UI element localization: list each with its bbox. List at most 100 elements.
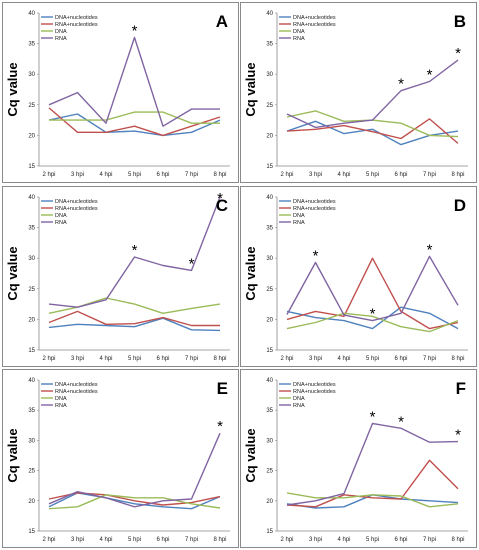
x-tick-label: 7 hpi [185, 172, 198, 178]
y-tick-label: 30 [28, 72, 35, 78]
x-tick-label: 2 hpi [280, 537, 293, 543]
y-tick-label: 30 [266, 72, 273, 78]
legend-entry: RNA [293, 403, 305, 409]
chart-panel-a: 15 20 25 30 35 40 2 hpi 3 hpi 4 hpi 5 hpi 6 hpi 7 h… [2, 2, 239, 183]
legend-entry: DNA [293, 29, 305, 35]
x-tick-label: 6 hpi [394, 356, 407, 362]
y-tick-label: 20 [266, 133, 273, 139]
x-tick-label: 4 hpi [99, 537, 112, 543]
x-tick-label: 8 hpi [451, 172, 464, 178]
series-line-dna_nuc [286, 306, 459, 330]
chart-panel-c: 15 20 25 30 35 40 2 hpi 3 hpi 4 hpi 5 hpi 6 hpi 7 h… [2, 186, 239, 367]
x-tick-label: 2 hpi [280, 172, 293, 178]
legend-entry: RNA [55, 36, 67, 42]
y-tick-label: 25 [266, 103, 273, 109]
chart-svg: 15 20 25 30 35 40 2 hpi 3 hpi 4 hpi 5 hpi 6 hpi 7 h… [243, 195, 468, 362]
significance-asterisk: * [189, 255, 195, 272]
series-line-rna_nuc [286, 459, 459, 508]
y-tick-label: 15 [28, 348, 35, 354]
y-tick-label: 30 [266, 256, 273, 262]
x-tick-label: 6 hpi [156, 537, 169, 543]
legend-entry: RNA+nucleotides [55, 22, 98, 28]
significance-asterisk: * [427, 67, 433, 84]
series-line-dna_nuc [48, 317, 221, 332]
x-tick-label: 3 hpi [71, 537, 84, 543]
x-tick-label: 7 hpi [423, 172, 436, 178]
legend-entry: DNA [293, 213, 305, 219]
x-tick-label: 2 hpi [42, 537, 55, 543]
significance-asterisk: * [455, 45, 461, 62]
series-line-rna [48, 36, 220, 127]
y-tick-label: 40 [266, 11, 273, 17]
legend-entry: DNA+nucleotides [55, 15, 98, 21]
series-line-rna_nuc [286, 118, 459, 144]
series-line-dna [286, 110, 459, 138]
series-line-dna_nuc [48, 113, 221, 137]
y-axis-label: Cq value [5, 246, 20, 300]
legend-entry: RNA+nucleotides [293, 206, 336, 212]
y-tick-label: 40 [266, 195, 273, 201]
chart-panel-e: 15 20 25 30 35 40 2 hpi 3 hpi 4 hpi 5 hpi 6 hpi 7 h… [2, 369, 239, 548]
y-tick-label: 30 [28, 256, 35, 262]
x-tick-label: 2 hpi [42, 172, 55, 178]
panel-label: A [216, 12, 228, 31]
x-tick-label: 8 hpi [213, 537, 226, 543]
x-tick-label: 7 hpi [423, 356, 436, 362]
chart-svg: 15 20 25 30 35 40 2 hpi 3 hpi 4 hpi 5 hpi 6 hpi 7 h… [5, 11, 230, 178]
y-tick-label: 25 [28, 103, 35, 109]
y-tick-label: 35 [28, 42, 35, 48]
y-tick-label: 35 [266, 226, 273, 232]
y-tick-label: 40 [28, 378, 35, 384]
legend-entry: RNA [55, 403, 67, 409]
series-line-rna_nuc [48, 107, 221, 137]
y-tick-label: 40 [28, 11, 35, 17]
x-tick-label: 6 hpi [394, 172, 407, 178]
x-tick-label: 3 hpi [309, 172, 322, 178]
series-line-dna [49, 111, 220, 124]
y-axis-label: Cq value [243, 428, 258, 482]
x-tick-label: 8 hpi [213, 356, 226, 362]
significance-asterisk: * [217, 190, 223, 207]
chart-panel-f: 15 20 25 30 35 40 2 hpi 3 hpi 4 hpi 5 hpi 6 hpi 7 h… [240, 369, 477, 548]
x-tick-label: 8 hpi [451, 537, 464, 543]
x-tick-label: 5 hpi [128, 537, 141, 543]
y-tick-label: 25 [266, 469, 273, 475]
series-line-dna [48, 494, 221, 510]
legend-entry: RNA+nucleotides [55, 389, 98, 395]
series-line-dna [48, 297, 221, 315]
series-line-rna [286, 255, 459, 322]
significance-asterisk: * [370, 306, 376, 323]
y-tick-label: 30 [28, 438, 35, 444]
legend-entry: RNA [293, 220, 305, 226]
y-tick-label: 25 [266, 287, 273, 293]
x-tick-label: 7 hpi [185, 537, 198, 543]
significance-asterisk: * [398, 76, 404, 93]
series-line-rna [48, 196, 221, 308]
series-line-rna_nuc [48, 492, 221, 506]
y-tick-label: 20 [266, 317, 273, 323]
y-tick-label: 35 [266, 42, 273, 48]
y-tick-label: 20 [266, 499, 273, 505]
panel-label: B [454, 12, 466, 31]
x-tick-label: 4 hpi [99, 172, 112, 178]
panel-label: E [217, 379, 228, 398]
y-tick-label: 20 [28, 317, 35, 323]
legend-entry: DNA [55, 396, 67, 402]
y-axis-label: Cq value [5, 62, 20, 116]
y-tick-label: 25 [28, 469, 35, 475]
x-tick-label: 6 hpi [156, 356, 169, 362]
y-tick-label: 15 [28, 529, 35, 535]
y-tick-label: 15 [266, 348, 273, 354]
significance-asterisk: * [427, 241, 433, 258]
x-tick-label: 4 hpi [337, 537, 350, 543]
y-tick-label: 25 [28, 287, 35, 293]
significance-asterisk: * [398, 413, 404, 430]
legend-entry: RNA+nucleotides [55, 206, 98, 212]
y-tick-label: 15 [28, 164, 35, 170]
series-line-dna [286, 312, 459, 333]
chart-svg: 15 20 25 30 35 40 2 hpi 3 hpi 4 hpi 5 hpi 6 hpi 7 h… [243, 11, 468, 178]
y-tick-label: 35 [28, 408, 35, 414]
x-tick-label: 6 hpi [156, 172, 169, 178]
chart-svg: 15 20 25 30 35 40 2 hpi 3 hpi 4 hpi 5 hpi 6 hpi 7 h… [5, 378, 230, 543]
legend-entry: DNA+nucleotides [293, 382, 336, 388]
